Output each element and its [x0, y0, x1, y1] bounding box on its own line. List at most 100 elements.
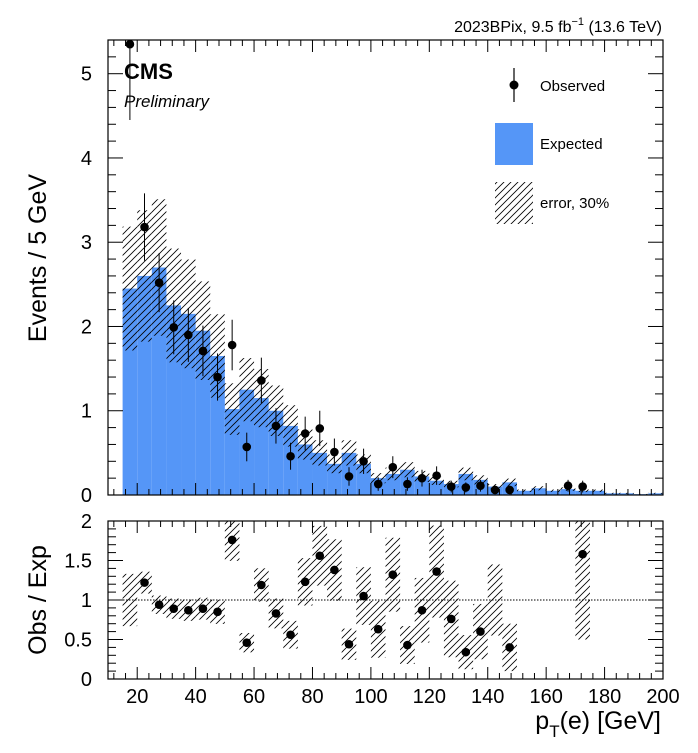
expected-bar — [516, 490, 532, 495]
error-band-bin — [341, 440, 357, 466]
legend-observed-marker — [509, 80, 519, 90]
observed-point — [125, 40, 135, 49]
ratio-point — [300, 577, 310, 587]
legend: Observed Expected error, 30% — [495, 68, 609, 224]
x-tick-label: 200 — [646, 686, 679, 708]
legend-observed-label: Observed — [540, 78, 605, 95]
x-axis-label: pT(e) [GeV] — [535, 707, 661, 741]
ratio-y-axis-label: Obs / Exp — [24, 545, 52, 655]
ratio-point — [505, 643, 514, 652]
ratio-point — [446, 614, 456, 624]
expected-bar — [619, 493, 634, 495]
observed-point — [169, 323, 179, 332]
expected-bar — [604, 493, 620, 495]
error-band-bin — [531, 486, 547, 491]
observed-point — [388, 462, 398, 472]
error-band-bin — [137, 210, 152, 342]
observed-point — [505, 485, 514, 495]
ratio-point — [140, 578, 149, 587]
cms-label: CMS — [124, 59, 173, 84]
error-band-bin — [633, 493, 649, 495]
ratio-point — [344, 639, 354, 649]
y-tick-label: 2 — [81, 316, 92, 338]
y-tick-label: 1 — [81, 401, 92, 423]
ratio-point — [330, 565, 339, 575]
ratio-y-ticks: 0 0.5 1 1.5 2 — [64, 511, 663, 691]
ratio-point — [417, 605, 427, 615]
observed-point — [315, 424, 325, 433]
observed-point — [271, 421, 281, 431]
observed-points — [125, 40, 587, 495]
main-x-ticks — [113, 40, 664, 495]
ratio-y-tick-label: 2 — [81, 511, 92, 533]
error-band-bin — [283, 405, 298, 447]
error-band-bin — [400, 462, 415, 478]
y-tick-label: 4 — [81, 148, 92, 170]
ratio-point — [184, 605, 193, 615]
observed-point — [242, 442, 252, 452]
observed-point — [300, 429, 310, 438]
ratio-y-tick-label: 0.5 — [64, 630, 92, 652]
x-tick-label: 180 — [588, 686, 621, 708]
observed-point — [257, 376, 266, 385]
x-tick-label: 120 — [413, 686, 446, 708]
ratio-point — [373, 624, 383, 634]
x-tick-label: 20 — [126, 686, 148, 708]
observed-point — [227, 340, 237, 350]
error-band-bin — [604, 492, 620, 494]
ratio-point — [388, 570, 398, 580]
ratio-point — [432, 567, 441, 576]
expected-bar — [648, 493, 663, 495]
expected-bar — [589, 490, 605, 495]
main-y-axis-label: Events / 5 GeV — [24, 174, 52, 342]
x-tick-label: 160 — [529, 686, 562, 708]
ratio-point — [271, 609, 281, 618]
y-tick-label: 3 — [81, 232, 92, 254]
expected-bar — [575, 490, 590, 495]
observed-point — [432, 471, 441, 480]
ratio-y-tick-label: 0 — [81, 669, 92, 691]
observed-point — [286, 451, 295, 461]
y-tick-label: 0 — [81, 485, 92, 507]
y-tick-label: 5 — [81, 64, 92, 86]
legend-error-label: error, 30% — [540, 195, 609, 212]
error-band-bin — [546, 489, 561, 493]
observed-point — [330, 447, 339, 457]
ratio-point — [154, 600, 164, 610]
error-band-bin — [648, 492, 663, 494]
observed-point — [403, 479, 412, 489]
ratio-point — [198, 604, 208, 613]
ratio-point — [403, 640, 412, 650]
expected-bar — [560, 489, 576, 495]
ratio-point — [476, 627, 485, 636]
observed-point — [140, 222, 149, 232]
observed-point — [344, 472, 354, 481]
ratio-point — [461, 647, 471, 657]
ratio-points — [140, 535, 587, 657]
observed-point — [490, 485, 500, 495]
observed-point — [198, 346, 208, 356]
observed-point — [461, 483, 471, 492]
error-band-bin — [619, 492, 634, 494]
error-band-bin — [473, 475, 488, 485]
error-band-bin — [516, 489, 532, 493]
error-band-bin — [458, 467, 474, 481]
legend-expected-swatch — [495, 123, 533, 165]
observed-point — [578, 482, 587, 491]
observed-point — [373, 479, 383, 489]
error-band-bin — [589, 489, 605, 493]
error-band-bin — [224, 383, 240, 435]
x-tick-label: 60 — [243, 686, 265, 708]
ratio-point — [286, 630, 295, 640]
main-y-ticks: 0 1 2 3 4 5 — [81, 56, 663, 507]
observed-point — [476, 481, 485, 491]
ratio-point — [359, 591, 368, 601]
expected-bar — [531, 488, 547, 495]
preliminary-label: Preliminary — [124, 92, 211, 111]
observed-point — [359, 456, 368, 466]
main-frame — [107, 39, 664, 496]
observed-point — [154, 278, 164, 287]
legend-error-swatch — [495, 182, 533, 224]
x-tick-label: 140 — [471, 686, 504, 708]
